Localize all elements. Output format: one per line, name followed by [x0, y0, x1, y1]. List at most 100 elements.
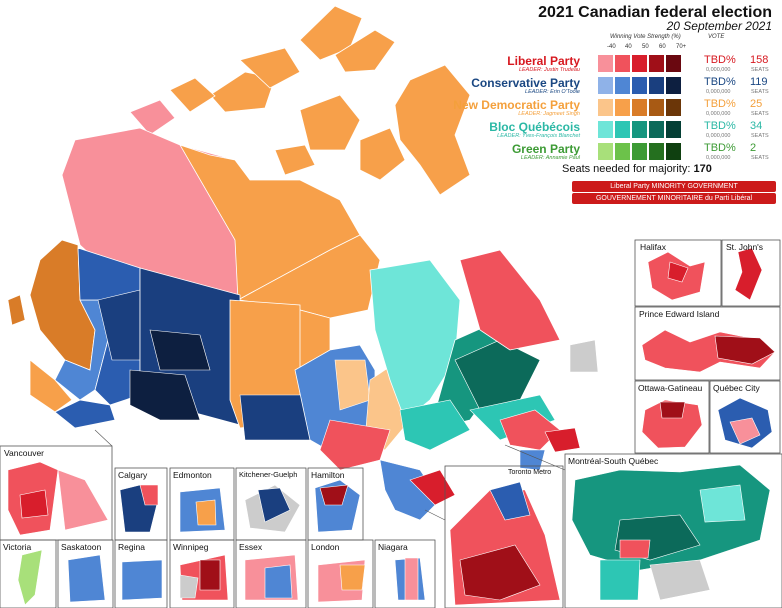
strength-swatch: [598, 99, 613, 116]
strength-swatch: [615, 121, 630, 138]
legend-row: Green Party LEADER: Annamie Paul TBD% 0,000…: [470, 142, 780, 164]
inset-label: London: [311, 542, 340, 552]
party-votes: 0,000,000: [706, 155, 731, 161]
inset-label: Essex: [239, 542, 263, 552]
map-atlantic: [459, 249, 599, 471]
party-leader: LEADER: Annamie Paul: [520, 155, 580, 161]
party-name: Bloc Québécois: [489, 120, 580, 134]
inset-label: Winnipeg: [173, 542, 209, 552]
inset-label: Kitchener-Guelph: [239, 470, 298, 479]
strength-swatch: [615, 55, 630, 72]
map-quebec: [369, 259, 556, 451]
strength-level-label: 60: [659, 44, 666, 50]
strength-swatch: [598, 77, 613, 94]
inset-label: Montréal-South Québec: [568, 456, 659, 466]
party-votes: 0,000,000: [706, 133, 731, 139]
inset-label: Edmonton: [173, 470, 212, 480]
strength-swatch: [666, 99, 681, 116]
party-votes: 0,000,000: [706, 67, 731, 73]
party-seats-label: SEATS: [751, 133, 769, 139]
strength-swatch: [632, 143, 647, 160]
legend-row: New Democratic Party LEADER: Jagmeet Sing…: [453, 98, 780, 120]
party-leader: LEADER: Erin O'Toole: [525, 89, 580, 95]
strength-swatch: [598, 121, 613, 138]
party-votes: 0,000,000: [706, 111, 731, 117]
inset-label: Vancouver: [4, 448, 45, 458]
strength-swatch: [632, 99, 647, 116]
result-banner-fr: GOUVERNEMENT MINORITAIRE du Parti Libéra…: [572, 193, 776, 204]
party-seats-label: SEATS: [751, 155, 769, 161]
inset-label: Halifax: [640, 242, 666, 252]
party-leader: LEADER: Jagmeet Singh: [518, 111, 580, 117]
party-seats: 119: [750, 76, 768, 88]
inset-label: Hamilton: [311, 470, 345, 480]
party-vote-pct: TBD%: [704, 76, 736, 88]
legend-row: Conservative Party LEADER: Erin O'Toole TB…: [470, 76, 780, 98]
party-seats-label: SEATS: [751, 67, 769, 73]
strength-swatch: [615, 77, 630, 94]
strength-swatch: [615, 99, 630, 116]
inset-label: Victoria: [3, 542, 32, 552]
chart-title: 2021 Canadian federal election: [538, 4, 772, 21]
party-name: Green Party: [511, 142, 580, 156]
legend-row: Liberal Party LEADER: Justin Trudeau TBD% 0…: [470, 54, 780, 76]
inset-shapes: [7, 247, 776, 606]
majority-label: Seats needed for majority:: [562, 163, 691, 175]
strength-swatch: [649, 99, 664, 116]
strength-swatch: [649, 55, 664, 72]
party-votes: 0,000,000: [706, 89, 731, 95]
inset-label: Prince Edward Island: [639, 309, 720, 319]
legend-vote-header: VOTE: [708, 34, 725, 40]
strength-swatch: [666, 55, 681, 72]
party-seats-label: SEATS: [751, 89, 769, 95]
strength-swatch: [649, 121, 664, 138]
strength-level-label: 50: [642, 44, 649, 50]
legend-strength-header: Winning Vote Strength (%): [610, 34, 681, 40]
result-banner-en: Liberal Party MINORITY GOVERNMENT: [572, 181, 776, 192]
party-leader: LEADER: Justin Trudeau: [518, 67, 580, 73]
strength-swatch: [632, 77, 647, 94]
strength-swatch: [649, 77, 664, 94]
party-seats: 158: [750, 54, 769, 66]
map-manitoba: [229, 299, 311, 441]
strength-level-label: 70+: [676, 44, 687, 50]
inset-label: Saskatoon: [61, 542, 102, 552]
majority-value: 170: [693, 163, 712, 175]
inset-connectors: [94, 429, 566, 521]
party-name: Conservative Party: [471, 76, 580, 90]
chart-subtitle: 20 September 2021: [666, 19, 772, 33]
party-seats-label: SEATS: [751, 111, 769, 117]
party-vote-pct: TBD%: [704, 98, 736, 110]
strength-swatch: [632, 55, 647, 72]
map-ontario: [294, 344, 456, 521]
inset-label: Québec City: [713, 383, 760, 393]
majority-line: Seats needed for majority: 170: [562, 163, 712, 175]
strength-swatch: [632, 121, 647, 138]
strength-level-label: 40: [625, 44, 632, 50]
party-seats: 25: [750, 98, 763, 110]
strength-swatch: [666, 143, 681, 160]
party-seats: 34: [750, 120, 763, 132]
inset-label: Regina: [118, 542, 145, 552]
legend-row: Bloc Québécois LEADER: Yves-François Blan…: [470, 120, 780, 142]
map-arctic: [129, 5, 471, 196]
strength-swatch: [666, 121, 681, 138]
party-seats: 2: [750, 142, 757, 154]
inset-label: Niagara: [378, 542, 408, 552]
strength-level-label: -40: [607, 44, 616, 50]
strength-swatch: [666, 77, 681, 94]
strength-swatch: [598, 55, 613, 72]
inset-label: Calgary: [118, 470, 148, 480]
party-vote-pct: TBD%: [704, 54, 736, 66]
party-vote-pct: TBD%: [704, 142, 736, 154]
inset-label: St. John's: [726, 242, 764, 252]
party-leader: LEADER: Yves-François Blanchet: [497, 133, 580, 139]
map-sask: [129, 267, 241, 426]
party-name: New Democratic Party: [453, 98, 580, 112]
party-name: Liberal Party: [507, 54, 580, 68]
party-vote-pct: TBD%: [704, 120, 736, 132]
inset-boxes: [0, 239, 782, 608]
inset-label: Ottawa-Gatineau: [638, 383, 703, 393]
strength-swatch: [649, 143, 664, 160]
